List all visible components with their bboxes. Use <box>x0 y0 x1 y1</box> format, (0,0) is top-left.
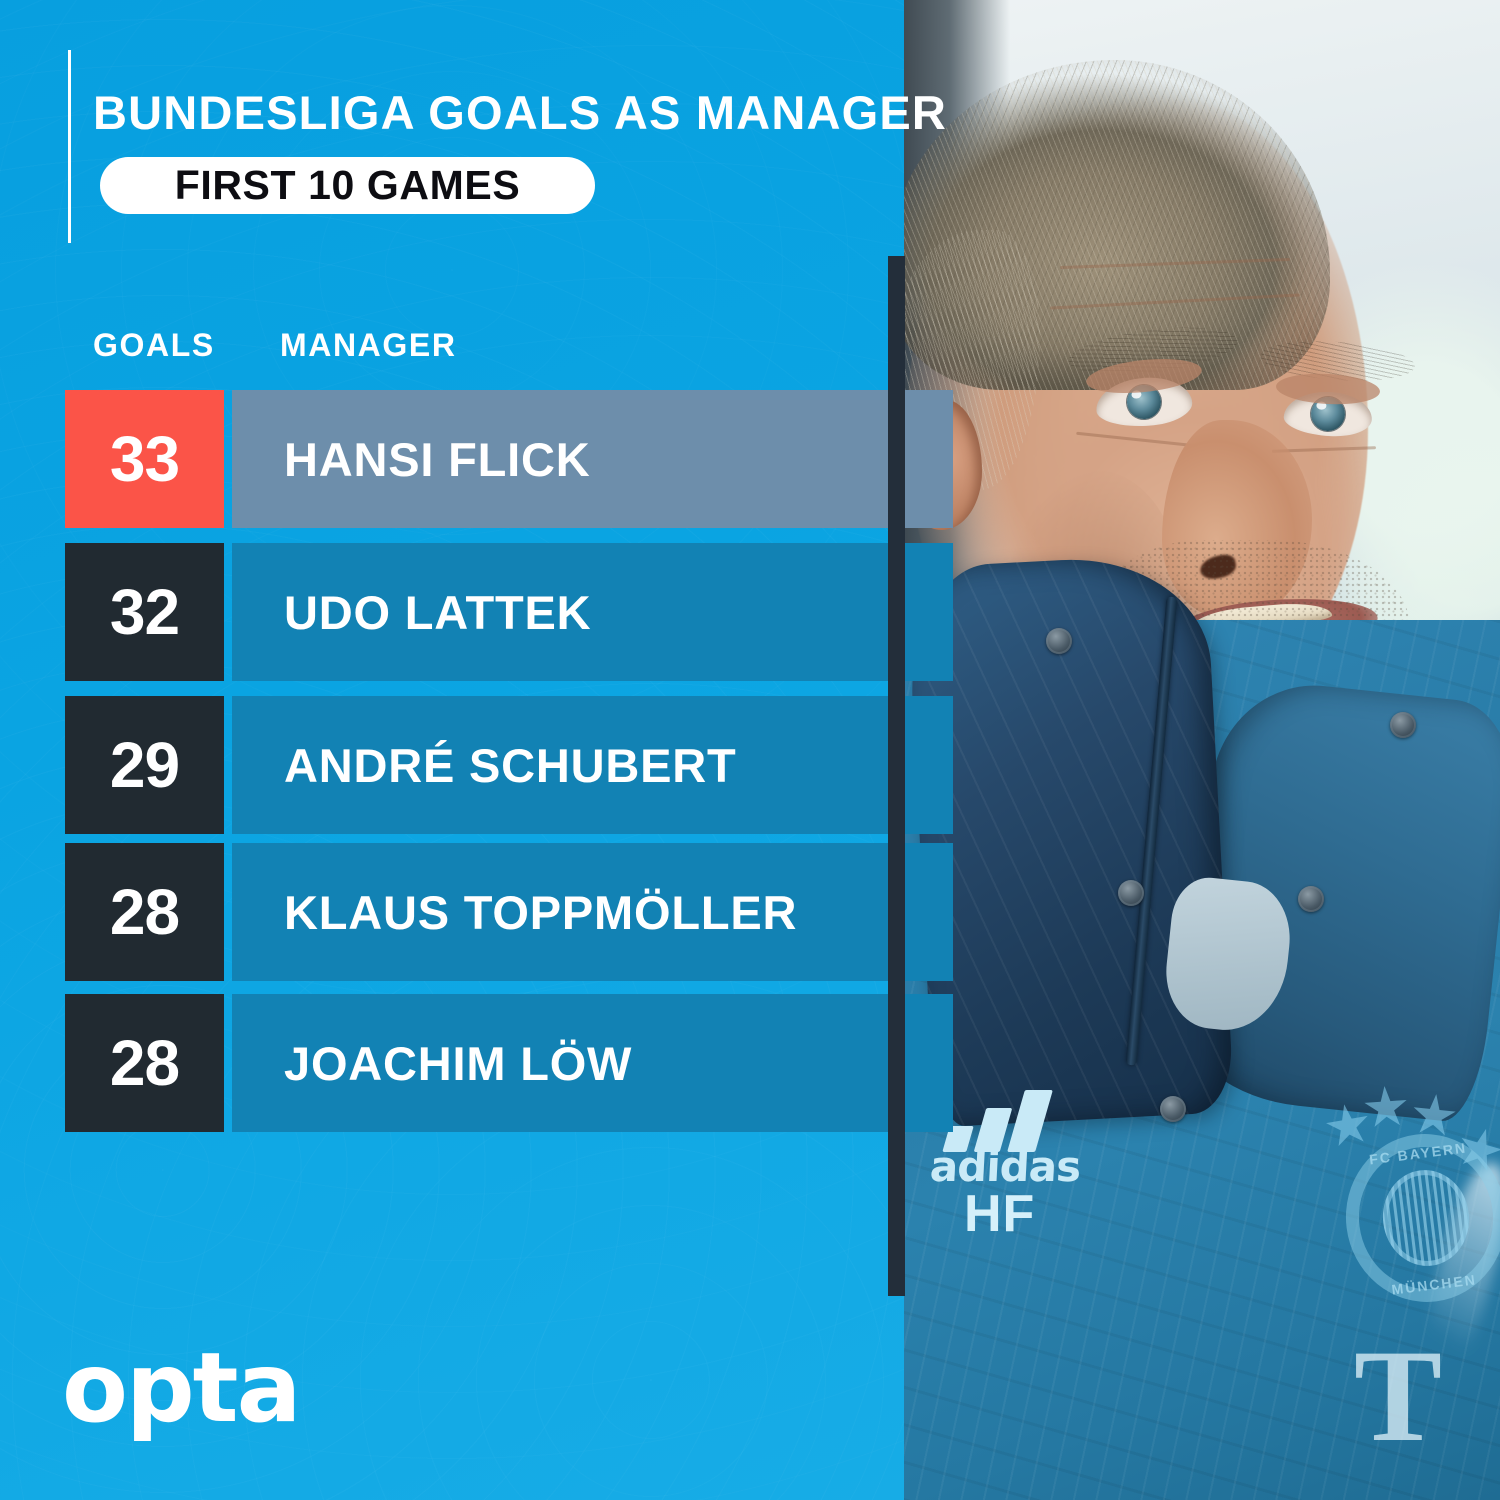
opta-logo: opta <box>62 1332 301 1444</box>
badge-bottom-text: MÜNCHEN <box>1390 1271 1478 1298</box>
club-badge: FC BAYERN MÜNCHEN <box>1320 1080 1500 1312</box>
badge-center-crest <box>1377 1165 1475 1271</box>
jacket-initials: HF <box>964 1185 1036 1243</box>
goals-value: 29 <box>109 729 180 801</box>
badge-ring: FC BAYERN MÜNCHEN <box>1336 1124 1500 1312</box>
manager-cell: JOACHIM LÖW <box>232 994 953 1132</box>
jacket-snap-button <box>1298 886 1324 912</box>
goals-value: 28 <box>109 876 180 948</box>
column-header-goals: GOALS <box>93 327 215 363</box>
player-photo: adidas HF FC BAYERN MÜNCHEN T <box>900 0 1500 1500</box>
sponsor-mark: T <box>1354 1322 1443 1469</box>
jacket-snap-button <box>1390 712 1416 738</box>
page-title: BUNDESLIGA GOALS AS MANAGER <box>93 86 948 139</box>
vertical-dark-rail <box>888 256 905 1296</box>
badge-star-icon <box>1410 1092 1458 1140</box>
badge-star-icon <box>1323 1101 1374 1152</box>
column-header-manager: MANAGER <box>280 327 457 363</box>
manager-cell: KLAUS TOPPMÖLLER <box>232 843 953 981</box>
subject-hair <box>900 60 1330 390</box>
badge-top-text: FC BAYERN <box>1368 1139 1468 1168</box>
manager-cell: HANSI FLICK <box>232 390 953 528</box>
adidas-logo: adidas HF <box>929 1090 1110 1243</box>
subtitle-pill-label: FIRST 10 GAMES <box>174 162 521 208</box>
goals-value: 28 <box>109 1027 180 1099</box>
goals-cell: 28 <box>65 994 224 1132</box>
manager-cell: ANDRÉ SCHUBERT <box>232 696 953 834</box>
title-accent-line <box>68 50 71 243</box>
goals-cell: 32 <box>65 543 224 681</box>
goals-cell: 29 <box>65 696 224 834</box>
manager-name: UDO LATTEK <box>284 585 592 639</box>
jacket-snap-button <box>1118 880 1144 906</box>
jacket-snap-button <box>1160 1096 1186 1122</box>
manager-name: HANSI FLICK <box>284 432 591 486</box>
subtitle-pill: FIRST 10 GAMES <box>100 157 595 214</box>
subject-nose <box>1162 420 1312 620</box>
goals-value: 32 <box>109 576 180 648</box>
manager-name: KLAUS TOPPMÖLLER <box>284 885 798 939</box>
goals-cell: 28 <box>65 843 224 981</box>
goals-value: 33 <box>109 423 180 495</box>
hair-strand-texture <box>900 60 1330 390</box>
jacket-snap-button <box>1046 628 1072 654</box>
goals-cell: 33 <box>65 390 224 528</box>
content-panel: BUNDESLIGA GOALS AS MANAGER FIRST 10 GAM… <box>0 0 953 1500</box>
manager-cell: UDO LATTEK <box>232 543 953 681</box>
manager-name: ANDRÉ SCHUBERT <box>284 738 737 792</box>
manager-name: JOACHIM LÖW <box>284 1036 633 1090</box>
badge-star-icon <box>1363 1085 1410 1132</box>
